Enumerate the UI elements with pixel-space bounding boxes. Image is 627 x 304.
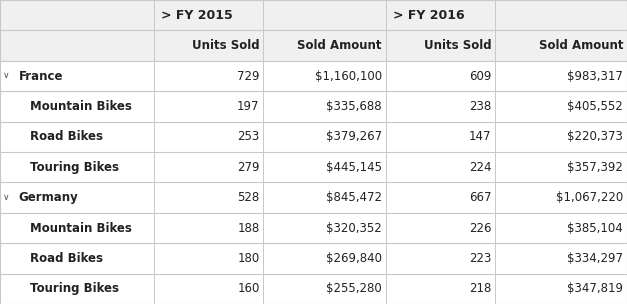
Bar [0,30,627,61]
Text: $347,819: $347,819 [567,282,623,295]
Bar [0,213,627,243]
Text: Road Bikes: Road Bikes [30,130,103,143]
Text: $379,267: $379,267 [325,130,382,143]
Bar [0,152,627,182]
Bar [0,0,627,30]
Text: 147: 147 [469,130,492,143]
Text: 528: 528 [238,191,260,204]
Text: Sold Amount: Sold Amount [297,39,382,52]
Text: Units Sold: Units Sold [424,39,492,52]
Text: 279: 279 [237,161,260,174]
Text: 226: 226 [469,222,492,234]
Text: Mountain Bikes: Mountain Bikes [30,100,132,113]
Text: $1,067,220: $1,067,220 [556,191,623,204]
Text: $983,317: $983,317 [567,70,623,82]
Text: $385,104: $385,104 [567,222,623,234]
Text: $357,392: $357,392 [567,161,623,174]
Text: $269,840: $269,840 [326,252,382,265]
Text: 218: 218 [469,282,492,295]
Text: Touring Bikes: Touring Bikes [30,161,119,174]
Bar [0,122,627,152]
Text: Touring Bikes: Touring Bikes [30,282,119,295]
Text: 729: 729 [237,70,260,82]
Text: Mountain Bikes: Mountain Bikes [30,222,132,234]
Text: 667: 667 [469,191,492,204]
Text: 223: 223 [469,252,492,265]
Text: Units Sold: Units Sold [192,39,260,52]
Text: $405,552: $405,552 [567,100,623,113]
Text: > FY 2015: > FY 2015 [161,9,233,22]
Bar [0,274,627,304]
Text: $1,160,100: $1,160,100 [315,70,382,82]
Text: > FY 2016: > FY 2016 [393,9,465,22]
Text: 180: 180 [238,252,260,265]
Text: Germany: Germany [19,191,78,204]
Text: ∨: ∨ [3,193,10,202]
Bar [0,243,627,274]
Text: Sold Amount: Sold Amount [539,39,623,52]
Text: 188: 188 [238,222,260,234]
Text: 253: 253 [238,130,260,143]
Text: $335,688: $335,688 [326,100,382,113]
Text: 160: 160 [237,282,260,295]
Text: Road Bikes: Road Bikes [30,252,103,265]
Bar [0,182,627,213]
Text: $220,373: $220,373 [567,130,623,143]
Text: France: France [19,70,63,82]
Text: 197: 197 [237,100,260,113]
Text: 609: 609 [469,70,492,82]
Text: $255,280: $255,280 [326,282,382,295]
Text: $445,145: $445,145 [326,161,382,174]
Text: ∨: ∨ [3,71,10,81]
Text: $845,472: $845,472 [326,191,382,204]
Text: 238: 238 [470,100,492,113]
Text: $320,352: $320,352 [326,222,382,234]
Bar [0,91,627,122]
Text: 224: 224 [469,161,492,174]
Text: $334,297: $334,297 [567,252,623,265]
Bar [0,61,627,91]
